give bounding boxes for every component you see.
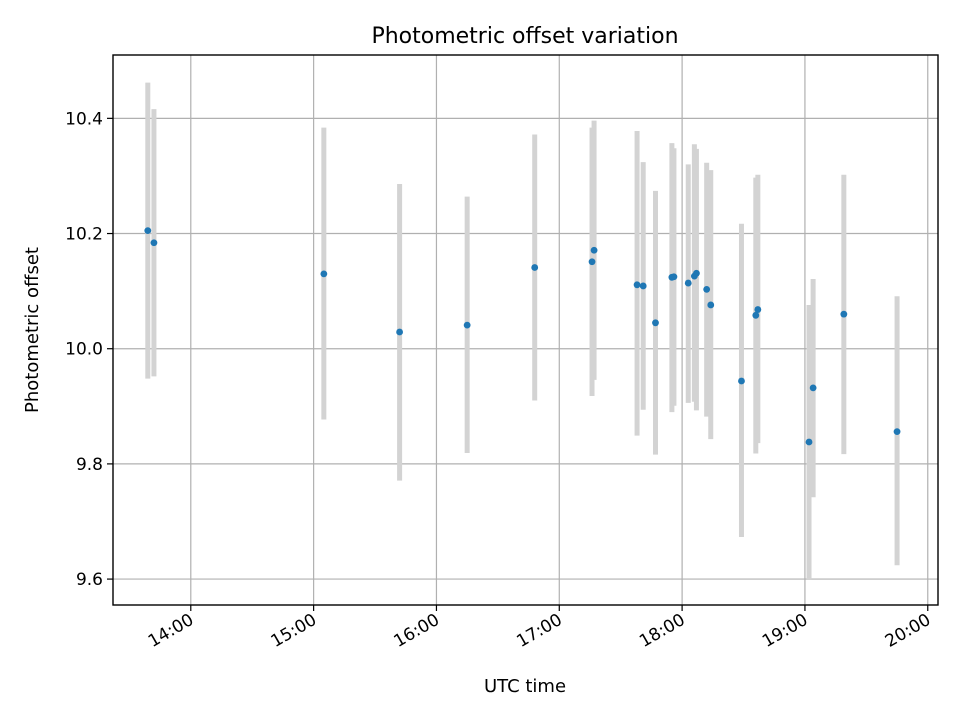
grid-lines <box>113 55 938 605</box>
error-bars <box>145 82 900 580</box>
data-point <box>588 258 596 266</box>
x-axis-label: UTC time <box>484 676 566 697</box>
data-point <box>320 270 328 278</box>
x-tick-label: 19:00 <box>759 610 811 652</box>
y-tick-label: 9.8 <box>76 455 103 475</box>
x-tick-label: 20:00 <box>882 610 934 652</box>
data-point <box>703 285 711 293</box>
data-point <box>752 311 760 319</box>
data-point <box>893 428 901 436</box>
data-point <box>840 310 848 318</box>
data-point <box>150 239 158 247</box>
x-tick-label: 14:00 <box>145 610 197 652</box>
data-point <box>590 246 598 254</box>
chart-title: Photometric offset variation <box>371 24 678 49</box>
x-tick-label: 15:00 <box>268 610 320 652</box>
data-point <box>738 377 745 385</box>
y-tick-label: 9.6 <box>76 570 103 590</box>
y-tick-label: 10.2 <box>65 225 103 245</box>
plot-frame <box>112 54 939 606</box>
data-point <box>633 281 641 289</box>
data-point <box>754 306 762 313</box>
data-point <box>670 273 678 281</box>
x-tick-label: 18:00 <box>636 610 688 652</box>
x-tick-label: 16:00 <box>391 610 443 652</box>
x-tick-label: 17:00 <box>513 610 565 652</box>
data-point <box>144 227 152 235</box>
y-tick-label: 10.0 <box>65 340 103 360</box>
data-point <box>805 438 813 446</box>
data-point <box>693 269 700 277</box>
data-point <box>531 264 539 271</box>
axis-ticks: 14:00 15:00 16:00 17:00 18:00 19:00 20:00 9.6 9.… <box>65 109 934 651</box>
data-point <box>639 282 647 290</box>
data-point <box>463 321 471 329</box>
data-points <box>144 227 901 446</box>
data-point <box>707 301 715 309</box>
y-tick-label: 10.4 <box>65 109 103 129</box>
data-point <box>684 279 692 287</box>
data-point <box>809 384 817 392</box>
data-point <box>652 319 659 327</box>
data-point <box>396 328 404 336</box>
y-axis-label: Photometric offset <box>22 247 43 413</box>
